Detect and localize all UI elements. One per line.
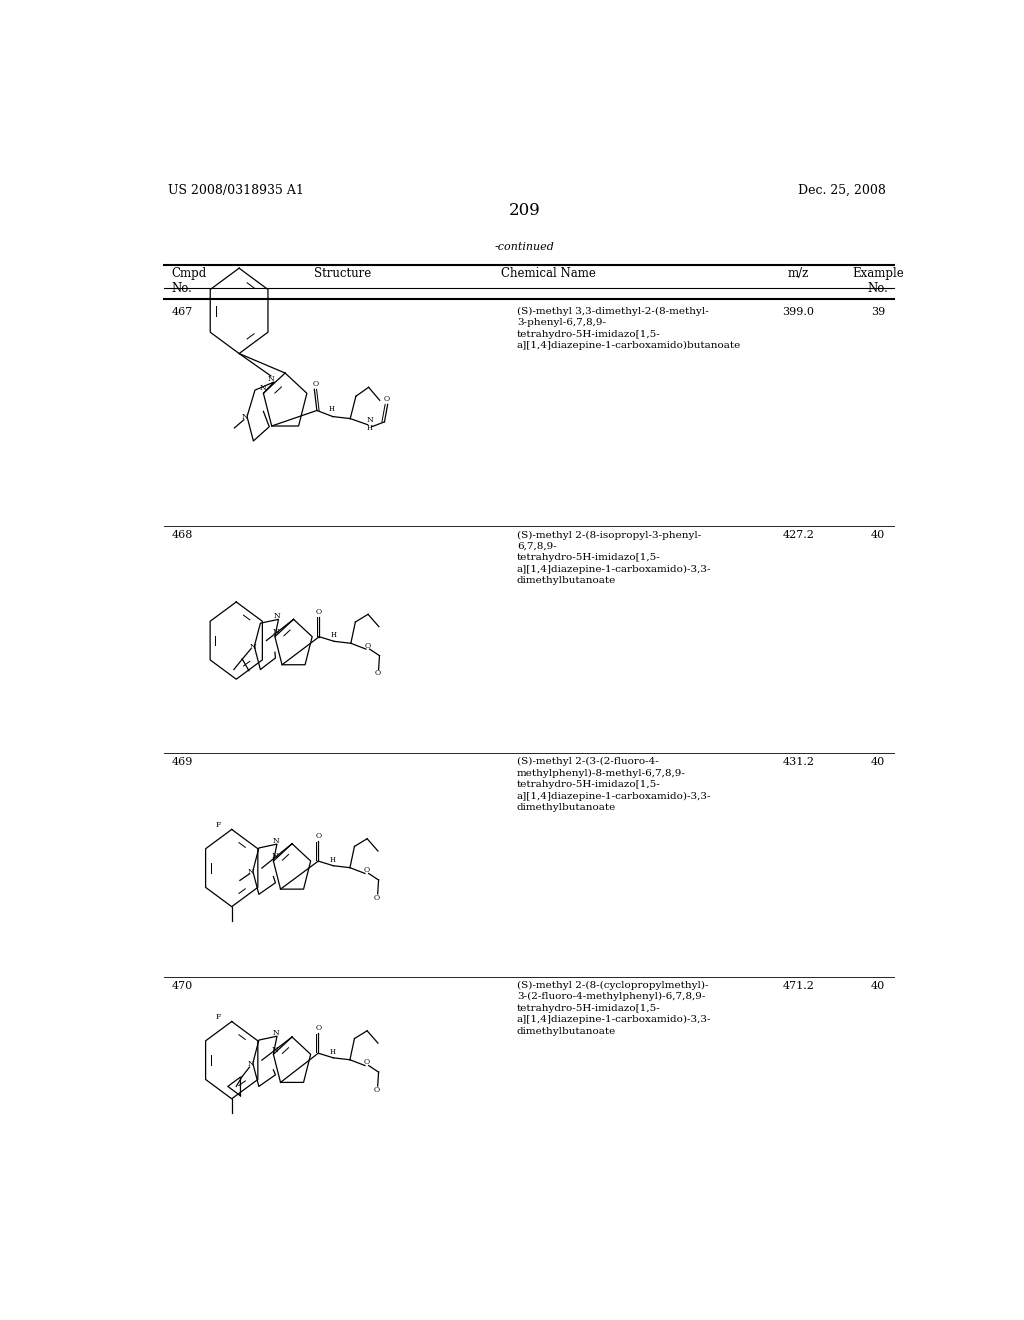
Text: O: O [312,380,318,388]
Text: Dec. 25, 2008: Dec. 25, 2008 [798,183,886,197]
Text: (S)-methyl 3,3-dimethyl-2-(8-methyl-
3-phenyl-6,7,8,9-
tetrahydro-5H-imidazo[1,5: (S)-methyl 3,3-dimethyl-2-(8-methyl- 3-p… [517,306,741,350]
Text: O: O [315,1024,322,1032]
Text: H: H [331,631,337,639]
Text: O: O [384,395,390,403]
Text: N: N [272,1030,280,1038]
Text: 467: 467 [172,306,193,317]
Text: N: N [273,628,280,636]
Text: Chemical Name: Chemical Name [501,267,596,280]
Text: m/z: m/z [787,267,809,280]
Text: (S)-methyl 2-(3-(2-fluoro-4-
methylphenyl)-8-methyl-6,7,8,9-
tetrahydro-5H-imida: (S)-methyl 2-(3-(2-fluoro-4- methylpheny… [517,758,712,812]
Text: Cmpd
No.: Cmpd No. [172,267,207,296]
Text: 431.2: 431.2 [782,758,815,767]
Text: N: N [273,612,281,620]
Text: 399.0: 399.0 [782,306,815,317]
Text: N: N [248,869,255,876]
Text: (S)-methyl 2-(8-isopropyl-3-phenyl-
6,7,8,9-
tetrahydro-5H-imidazo[1,5-
a][1,4]d: (S)-methyl 2-(8-isopropyl-3-phenyl- 6,7,… [517,531,712,586]
Text: F: F [215,821,221,829]
Text: N: N [248,1060,255,1068]
Text: 40: 40 [870,531,885,540]
Text: 39: 39 [870,306,885,317]
Text: O: O [374,894,380,902]
Text: N: N [272,837,280,845]
Text: -continued: -continued [495,242,555,252]
Text: H: H [329,405,335,413]
Text: O: O [375,669,381,677]
Text: O: O [316,607,323,615]
Text: N: N [250,643,256,651]
Text: N: N [271,853,279,861]
Text: 209: 209 [509,202,541,219]
Text: Example
No.: Example No. [852,267,904,296]
Text: O: O [365,1059,371,1067]
Text: N: N [242,413,249,421]
Text: N: N [267,375,274,383]
Text: 427.2: 427.2 [782,531,814,540]
Text: 470: 470 [172,981,193,991]
Text: H: H [330,855,336,863]
Text: N: N [271,1045,279,1053]
Text: 40: 40 [870,981,885,991]
Text: O: O [374,1086,380,1094]
Text: N: N [260,384,267,392]
Text: H: H [367,424,373,432]
Text: O: O [365,642,371,649]
Text: F: F [215,1012,221,1020]
Text: 40: 40 [870,758,885,767]
Text: 468: 468 [172,531,193,540]
Text: N: N [367,416,374,424]
Text: Structure: Structure [313,267,371,280]
Text: H: H [330,1048,336,1056]
Text: US 2008/0318935 A1: US 2008/0318935 A1 [168,183,303,197]
Text: 471.2: 471.2 [782,981,814,991]
Text: O: O [365,866,371,874]
Text: 469: 469 [172,758,193,767]
Text: (S)-methyl 2-(8-(cyclopropylmethyl)-
3-(2-fluoro-4-methylphenyl)-6,7,8,9-
tetrah: (S)-methyl 2-(8-(cyclopropylmethyl)- 3-(… [517,981,712,1036]
Text: O: O [315,832,322,840]
